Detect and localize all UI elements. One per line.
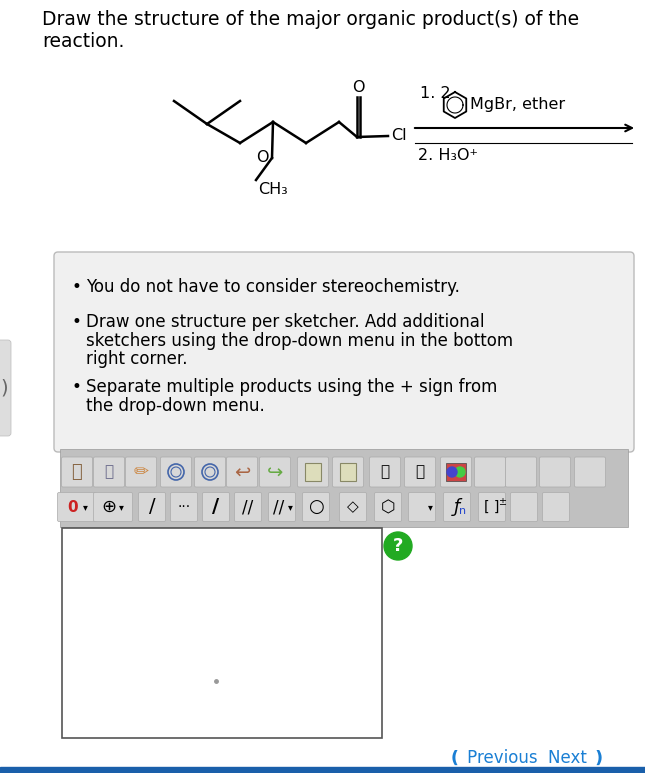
Text: CH₃: CH₃: [258, 182, 288, 197]
Text: n: n: [459, 506, 466, 516]
Text: ⊕: ⊕: [101, 498, 117, 516]
Text: Next ❫: Next ❫: [548, 749, 606, 767]
FancyBboxPatch shape: [375, 492, 401, 522]
Circle shape: [447, 467, 457, 477]
Text: •: •: [72, 313, 82, 331]
Text: •: •: [72, 278, 82, 296]
Text: ❪ Previous: ❪ Previous: [448, 749, 538, 767]
Text: ✏: ✏: [134, 463, 148, 481]
Circle shape: [384, 532, 412, 560]
FancyBboxPatch shape: [408, 492, 435, 522]
FancyBboxPatch shape: [510, 492, 537, 522]
Bar: [305, 463, 321, 481]
FancyBboxPatch shape: [575, 457, 606, 487]
FancyBboxPatch shape: [444, 492, 470, 522]
Text: 🔍: 🔍: [381, 465, 390, 479]
Text: //: //: [243, 498, 253, 516]
FancyBboxPatch shape: [441, 457, 471, 487]
Text: 2. H₃O⁺: 2. H₃O⁺: [418, 148, 478, 164]
FancyBboxPatch shape: [475, 457, 506, 487]
Text: /: /: [212, 498, 219, 516]
Text: ○: ○: [308, 498, 324, 516]
FancyBboxPatch shape: [259, 457, 290, 487]
Text: ⬡: ⬡: [381, 498, 395, 516]
FancyBboxPatch shape: [542, 492, 570, 522]
FancyBboxPatch shape: [297, 457, 328, 487]
FancyBboxPatch shape: [203, 492, 230, 522]
Bar: [0, 767, 645, 773]
FancyBboxPatch shape: [479, 492, 506, 522]
FancyBboxPatch shape: [161, 457, 192, 487]
Text: sketchers using the drop-down menu in the bottom: sketchers using the drop-down menu in th…: [86, 332, 513, 349]
Bar: [340, 463, 356, 481]
Text: ▾: ▾: [288, 502, 292, 512]
Text: Cl: Cl: [391, 128, 406, 144]
Bar: [446, 463, 466, 481]
Text: 1. 2: 1. 2: [420, 87, 456, 101]
Text: Draw one structure per sketcher. Add additional: Draw one structure per sketcher. Add add…: [86, 313, 484, 331]
FancyBboxPatch shape: [195, 457, 226, 487]
FancyBboxPatch shape: [94, 457, 124, 487]
Text: •: •: [72, 379, 82, 397]
FancyBboxPatch shape: [539, 457, 570, 487]
FancyBboxPatch shape: [54, 252, 634, 452]
FancyBboxPatch shape: [0, 340, 11, 436]
FancyBboxPatch shape: [61, 457, 92, 487]
FancyBboxPatch shape: [170, 492, 197, 522]
FancyBboxPatch shape: [506, 457, 537, 487]
Text: right corner.: right corner.: [86, 350, 188, 368]
FancyBboxPatch shape: [226, 457, 257, 487]
Text: Draw the structure of the major organic product(s) of the: Draw the structure of the major organic …: [42, 10, 579, 29]
Circle shape: [455, 467, 465, 477]
Text: ↩: ↩: [233, 462, 250, 482]
Bar: [60, 449, 628, 527]
Text: ?: ?: [393, 537, 403, 555]
Text: ◇: ◇: [347, 499, 359, 515]
Text: ▾: ▾: [428, 502, 432, 512]
Text: ✋: ✋: [72, 463, 83, 481]
Text: O: O: [257, 151, 269, 165]
FancyBboxPatch shape: [139, 492, 166, 522]
FancyBboxPatch shape: [268, 492, 295, 522]
FancyBboxPatch shape: [333, 457, 364, 487]
Text: /: /: [149, 498, 155, 516]
Bar: [62, 528, 382, 738]
Text: //: //: [273, 498, 284, 516]
Text: ±: ±: [498, 497, 506, 507]
Text: O: O: [352, 80, 364, 95]
FancyBboxPatch shape: [404, 457, 435, 487]
FancyBboxPatch shape: [94, 492, 132, 522]
Text: 🔍: 🔍: [415, 465, 424, 479]
Text: 📋: 📋: [104, 465, 114, 479]
Text: ƒ: ƒ: [454, 498, 460, 516]
Text: You do not have to consider stereochemistry.: You do not have to consider stereochemis…: [86, 278, 460, 296]
FancyBboxPatch shape: [126, 457, 157, 487]
Text: Separate multiple products using the + sign from: Separate multiple products using the + s…: [86, 379, 497, 397]
Text: 0: 0: [68, 499, 78, 515]
Text: [ ]: [ ]: [484, 500, 500, 514]
Text: ): ): [0, 379, 8, 397]
Text: reaction.: reaction.: [42, 32, 124, 51]
Text: ↪: ↪: [267, 462, 283, 482]
FancyBboxPatch shape: [370, 457, 401, 487]
Text: the drop-down menu.: the drop-down menu.: [86, 397, 264, 415]
FancyBboxPatch shape: [339, 492, 366, 522]
FancyBboxPatch shape: [57, 492, 97, 522]
FancyBboxPatch shape: [235, 492, 261, 522]
Text: ▾: ▾: [119, 502, 123, 512]
Text: ▾: ▾: [83, 502, 88, 512]
FancyBboxPatch shape: [303, 492, 330, 522]
Text: ···: ···: [177, 500, 190, 514]
Text: MgBr, ether: MgBr, ether: [470, 97, 565, 113]
